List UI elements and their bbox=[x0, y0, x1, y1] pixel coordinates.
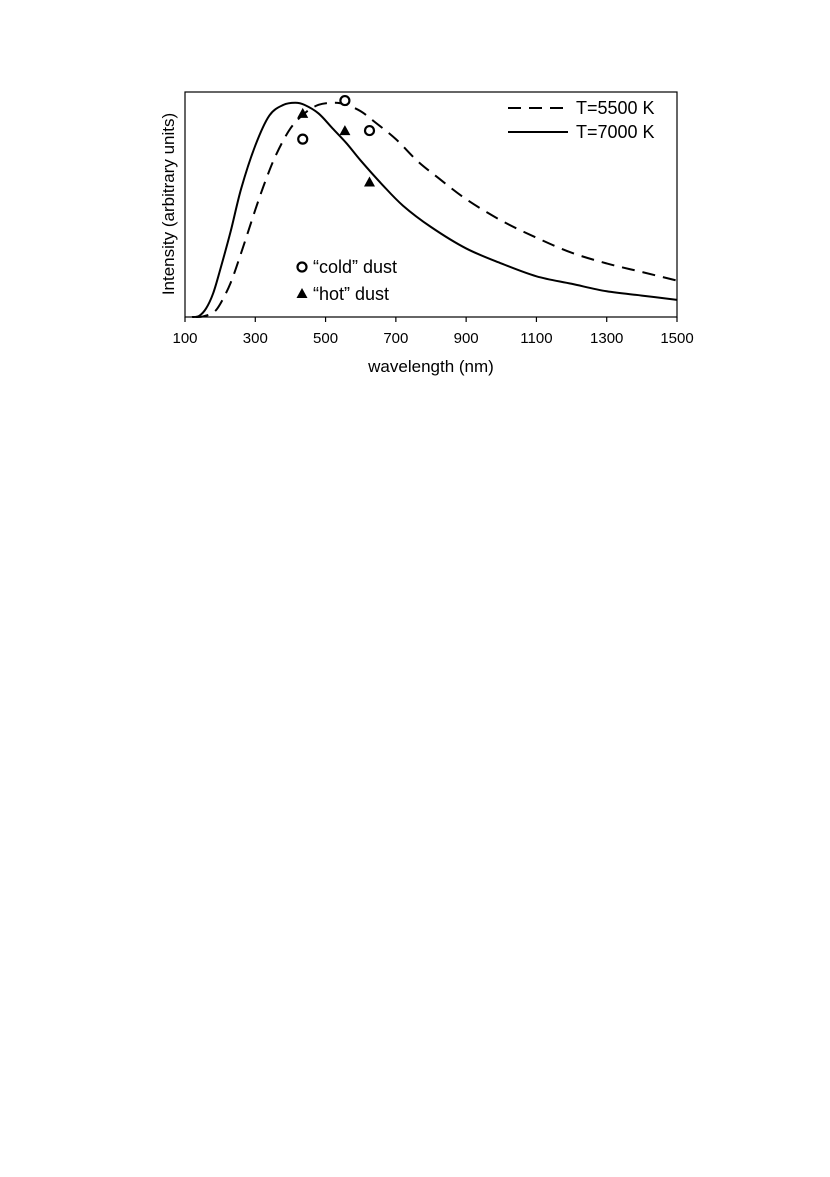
series-line-t7000 bbox=[191, 101, 678, 318]
x-tick-label: 900 bbox=[454, 330, 479, 347]
legend-label-cold-dust: “cold” dust bbox=[313, 257, 397, 277]
y-axis-label: Intensity (arbitrary units) bbox=[159, 113, 178, 295]
legend-points: “cold” dust “hot” dust bbox=[296, 257, 397, 304]
legend-label-t7000: T=7000 K bbox=[576, 122, 655, 142]
x-tick-label: 1300 bbox=[590, 330, 623, 347]
cold-dust-point bbox=[297, 133, 309, 145]
x-tick-label: 1500 bbox=[660, 330, 693, 347]
legend-lines: T=5500 K T=7000 K bbox=[508, 98, 655, 142]
cold-dust-point bbox=[339, 94, 351, 107]
hot-dust-point bbox=[297, 107, 309, 118]
cold-dust-point bbox=[363, 124, 376, 137]
x-tick-label: 1100 bbox=[520, 330, 552, 347]
x-tick-label: 100 bbox=[172, 330, 197, 347]
plot-frame bbox=[184, 91, 678, 318]
hot-dust-point bbox=[364, 176, 375, 187]
x-tick-label: 700 bbox=[383, 330, 408, 347]
dust-markers bbox=[297, 94, 376, 187]
legend-marker-hot-dust bbox=[296, 288, 308, 298]
hot-dust-point bbox=[339, 125, 351, 136]
x-axis-label: wavelength (nm) bbox=[367, 357, 494, 376]
x-axis: 100 300 500 700 900 1100 1300 1500 bbox=[172, 317, 694, 347]
legend-marker-cold-dust bbox=[296, 261, 308, 273]
plot-area bbox=[191, 94, 678, 319]
x-tick-label: 300 bbox=[243, 330, 268, 347]
legend-label-t5500: T=5500 K bbox=[576, 98, 655, 118]
legend-label-hot-dust: “hot” dust bbox=[313, 284, 389, 304]
x-tick-label: 500 bbox=[313, 330, 338, 347]
